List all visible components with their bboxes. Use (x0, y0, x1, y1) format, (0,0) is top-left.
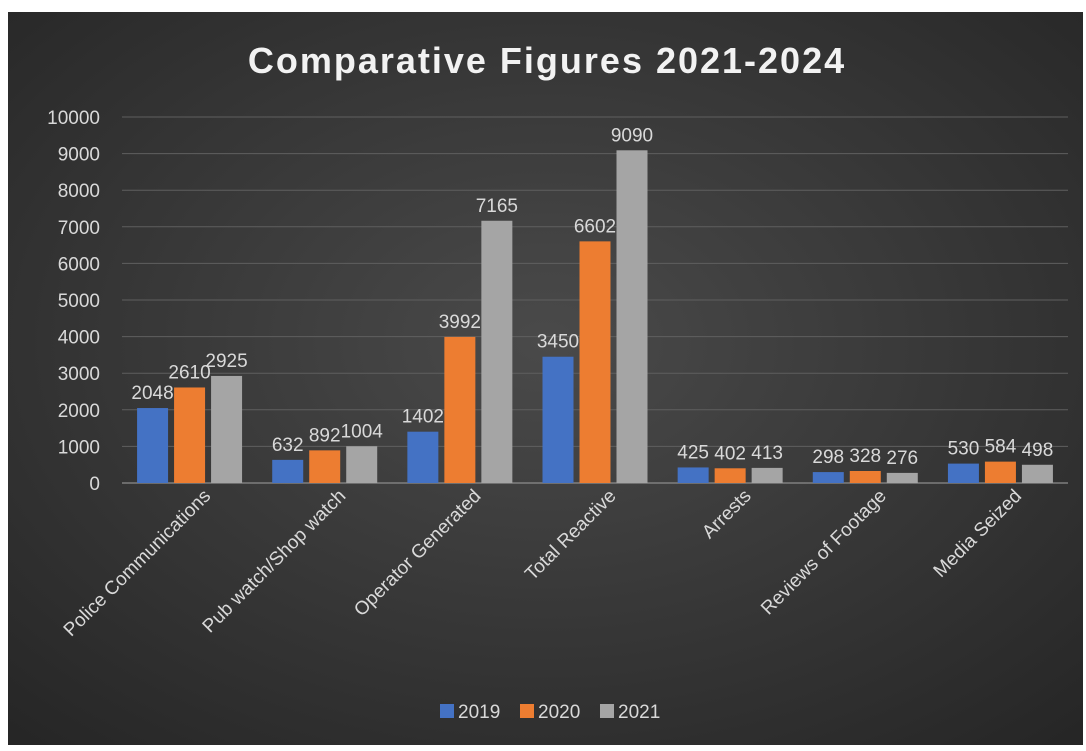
y-tick-label: 10000 (47, 108, 100, 129)
bar-2019-5 (812, 472, 844, 483)
bar-2020-5 (849, 470, 881, 483)
bar-2019-6 (947, 463, 979, 483)
bar-2019-1 (272, 459, 304, 483)
y-tick-label: 2000 (58, 401, 100, 422)
y-tick-label: 3000 (58, 364, 100, 385)
legend-label: 2019 (458, 702, 500, 723)
bar-2020-1 (309, 450, 341, 483)
bar-2020-0 (174, 387, 206, 483)
data-label: 298 (812, 447, 844, 468)
y-tick-label: 5000 (58, 291, 100, 312)
bar-2021-2 (481, 220, 513, 484)
y-tick-label: 0 (89, 474, 100, 495)
data-label: 328 (849, 446, 881, 467)
bar-2020-4 (714, 468, 746, 483)
data-label: 6602 (574, 216, 616, 237)
bar-2019-0 (137, 408, 169, 483)
data-label: 632 (272, 435, 304, 456)
bars (137, 150, 1053, 484)
legend-label: 2020 (538, 702, 580, 723)
data-label: 3992 (439, 312, 481, 333)
y-tick-label: 9000 (58, 145, 100, 166)
y-tick-label: 1000 (58, 437, 100, 458)
legend-swatch-2020 (520, 704, 534, 718)
data-label: 402 (714, 443, 746, 464)
data-label: 584 (985, 437, 1017, 458)
legend: 2019 2020 2021 (440, 702, 660, 723)
data-label: 276 (886, 448, 918, 469)
data-label: 7165 (476, 196, 518, 217)
bar-2021-4 (751, 467, 783, 483)
bar-2019-2 (407, 431, 439, 483)
data-label: 413 (751, 443, 783, 464)
data-label: 2925 (205, 351, 247, 372)
bar-2021-6 (1021, 464, 1053, 483)
legend-swatch-2021 (600, 704, 614, 718)
y-axis: 0 1000 2000 3000 4000 5000 6000 7000 8000 9000 100… (47, 108, 100, 495)
y-tick-label: 4000 (58, 328, 100, 349)
y-tick-label: 7000 (58, 218, 100, 239)
y-tick-label: 8000 (58, 181, 100, 202)
bar-2019-4 (677, 467, 709, 483)
bar-2021-3 (616, 150, 648, 483)
data-label: 3450 (537, 332, 579, 353)
chart-title: Comparative Figures 2021-2024 (248, 40, 846, 81)
legend-label: 2021 (618, 702, 660, 723)
data-label: 530 (948, 439, 980, 460)
data-label: 2610 (168, 362, 210, 383)
legend-swatch-2019 (440, 704, 454, 718)
bar-2019-3 (542, 356, 574, 483)
bar-2021-1 (346, 446, 378, 483)
bar-2021-5 (886, 472, 918, 483)
data-label: 892 (309, 425, 341, 446)
bar-2020-3 (579, 241, 611, 483)
data-label: 498 (1022, 440, 1054, 461)
data-label: 9090 (611, 125, 653, 146)
bar-2020-2 (444, 336, 476, 483)
bar-2021-0 (211, 375, 243, 483)
data-label: 2048 (131, 383, 173, 404)
data-label: 1004 (341, 421, 384, 442)
data-label: 425 (677, 442, 709, 463)
data-label: 1402 (402, 407, 444, 428)
bar-2020-6 (984, 461, 1016, 483)
y-tick-label: 6000 (58, 254, 100, 275)
